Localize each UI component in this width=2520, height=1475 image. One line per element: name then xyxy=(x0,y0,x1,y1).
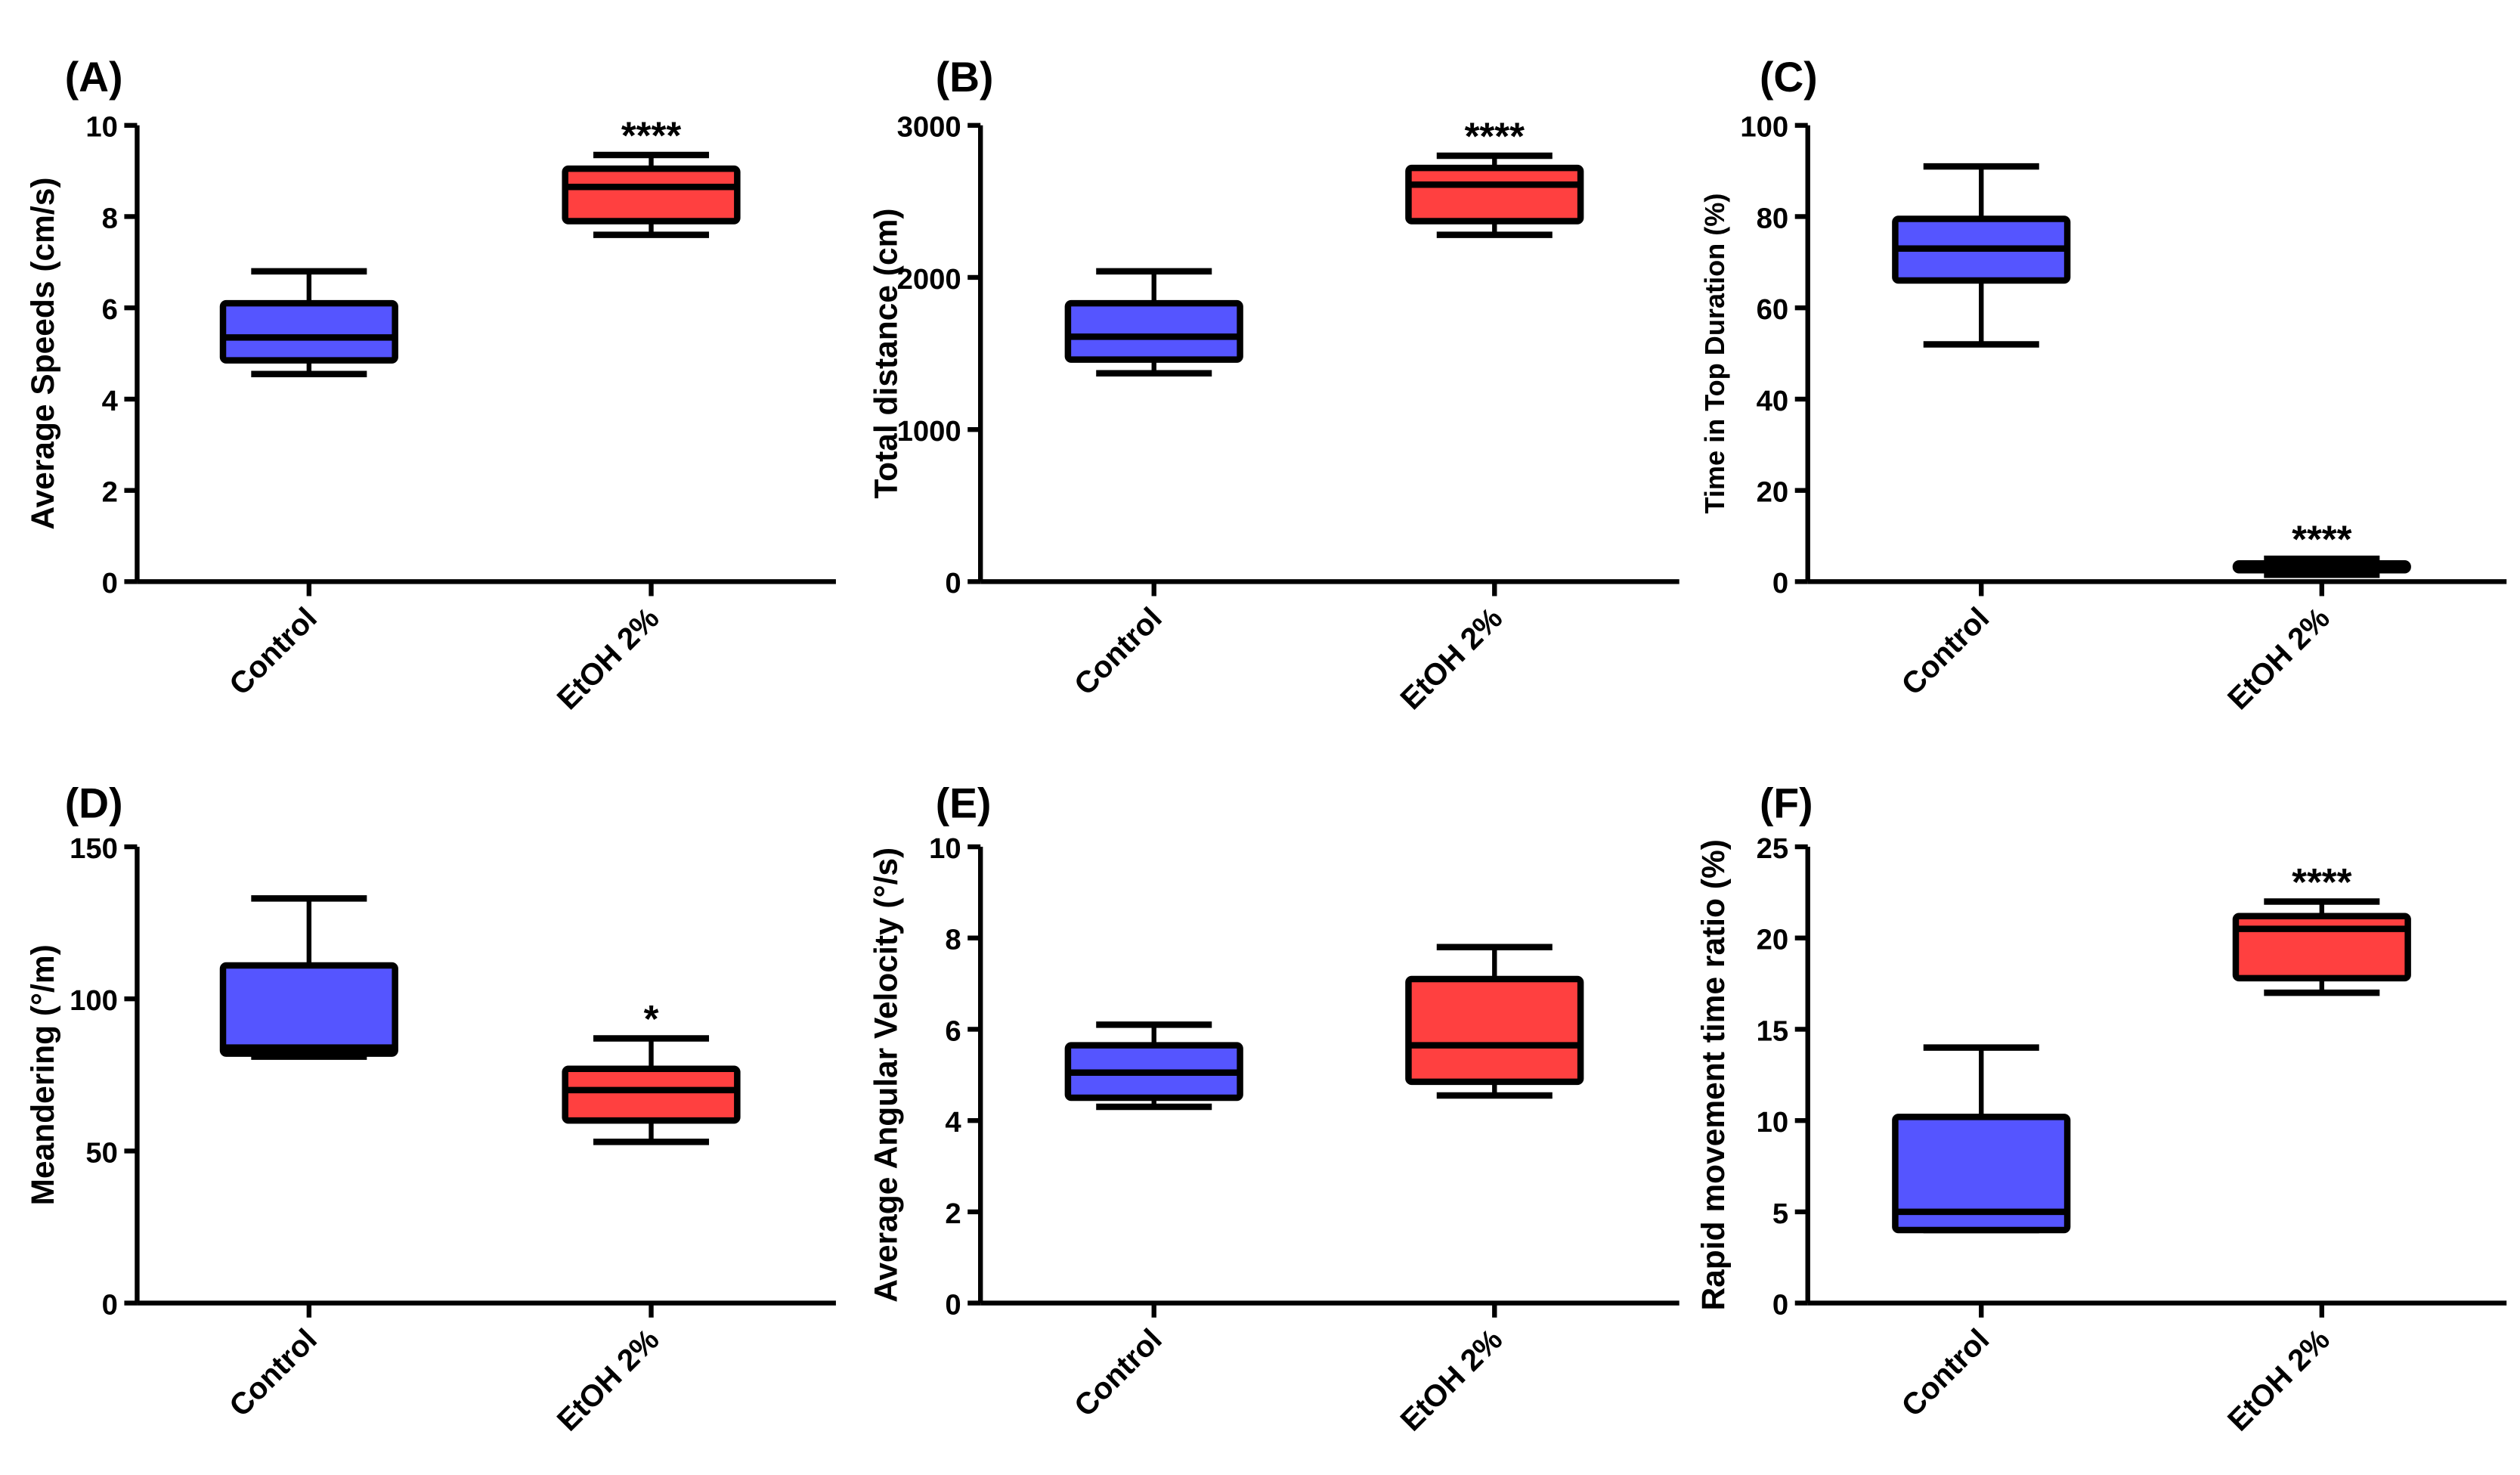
y-tick-label: 0 xyxy=(1772,1288,1788,1321)
significance-label: **** xyxy=(621,114,682,157)
y-tick-label: 0 xyxy=(945,1288,961,1321)
panel-label: (B) xyxy=(936,54,994,101)
panel-b: (B) 0 1000 2000 3000 Total distance (cm) Contr… xyxy=(869,54,1679,716)
iqr-box xyxy=(219,299,398,364)
panel-a: (A) 0 2 4 6 8 10 Average Speeds (cm/s) Control **… xyxy=(26,54,836,716)
panel-label: (F) xyxy=(1760,779,1813,826)
y-tick-label: 0 xyxy=(102,1288,118,1321)
iqr-box xyxy=(2232,913,2411,982)
y-tick-label: 20 xyxy=(1757,476,1789,509)
panel-label: (A) xyxy=(65,54,123,101)
box-control: Control xyxy=(219,268,398,702)
box-control: Control xyxy=(1892,1044,2071,1423)
x-tick-label: Control xyxy=(1067,1322,1169,1423)
x-tick-label: Control xyxy=(222,600,324,702)
iqr-box xyxy=(562,165,741,225)
panel-label: (E) xyxy=(936,779,992,826)
significance-label: * xyxy=(644,997,659,1040)
x-tick-label: EtOH 2% xyxy=(1393,600,1509,716)
y-axis-label: Average Angular Velocity (°/s) xyxy=(869,848,905,1303)
x-tick-label: Control xyxy=(1067,600,1169,702)
y-tick-label: 100 xyxy=(70,984,118,1017)
y-tick-label: 2 xyxy=(945,1198,961,1230)
box-etoh: **** EtOH 2% xyxy=(1393,115,1584,716)
box-etoh: * EtOH 2% xyxy=(550,997,741,1438)
y-tick-label: 4 xyxy=(945,1106,961,1139)
y-tick-label: 10 xyxy=(1757,1106,1789,1139)
y-tick-label: 150 xyxy=(70,832,118,865)
y-tick-label: 2 xyxy=(102,476,118,509)
iqr-box xyxy=(1405,164,1584,225)
x-tick-label: Control xyxy=(222,1322,324,1423)
box-control: Control xyxy=(1064,268,1243,702)
panel-label: (D) xyxy=(65,779,123,826)
box-etoh: **** EtOH 2% xyxy=(550,114,741,716)
y-tick-label: 60 xyxy=(1757,293,1789,326)
x-tick-label: EtOH 2% xyxy=(550,600,666,716)
iqr-box xyxy=(219,962,398,1057)
y-tick-label: 2000 xyxy=(897,263,961,296)
panel-c: (C) 0 20 40 60 80 100 Time in Top Duration (%) C… xyxy=(1699,54,2507,716)
y-tick-label: 0 xyxy=(945,567,961,600)
iqr-box xyxy=(1405,975,1584,1086)
significance-label: **** xyxy=(2292,518,2352,561)
panel-label: (C) xyxy=(1760,54,1818,101)
box-etoh: EtOH 2% xyxy=(1393,944,1584,1438)
y-axis-label: Time in Top Duration (%) xyxy=(1699,194,1730,514)
y-tick-label: 6 xyxy=(102,293,118,326)
panel-e: (E) 0 2 4 6 8 10 Average Angular Velocity (°/s)… xyxy=(869,779,1679,1438)
y-tick-label: 5 xyxy=(1772,1198,1788,1230)
y-tick-label: 8 xyxy=(945,924,961,956)
significance-label: **** xyxy=(1465,115,1525,158)
iqr-box xyxy=(1064,299,1243,363)
y-tick-label: 40 xyxy=(1757,385,1789,417)
significance-label: **** xyxy=(2292,860,2352,903)
y-tick-label: 20 xyxy=(1757,924,1789,956)
iqr-box xyxy=(562,1065,741,1124)
y-axis-label: Rapid movement time ratio (%) xyxy=(1696,839,1732,1310)
iqr-box xyxy=(1892,1114,2071,1234)
y-tick-label: 6 xyxy=(945,1015,961,1047)
y-axis-label: Total distance (cm) xyxy=(869,208,905,498)
y-axis-label: Meandering (°/m) xyxy=(26,944,61,1205)
y-tick-label: 50 xyxy=(85,1136,118,1169)
y-tick-label: 80 xyxy=(1757,202,1789,234)
y-tick-label: 15 xyxy=(1757,1015,1789,1047)
box-control: Control xyxy=(1892,163,2071,702)
box-etoh: **** EtOH 2% xyxy=(2221,518,2411,716)
x-tick-label: Control xyxy=(1894,1322,1995,1423)
box-control: Control xyxy=(1064,1021,1243,1423)
y-tick-label: 1000 xyxy=(897,415,961,448)
y-axis-label: Average Speeds (cm/s) xyxy=(26,177,61,529)
y-tick-label: 3000 xyxy=(897,111,961,144)
x-tick-label: EtOH 2% xyxy=(1393,1322,1509,1437)
y-tick-label: 8 xyxy=(102,202,118,234)
x-tick-label: EtOH 2% xyxy=(550,1322,666,1437)
x-tick-label: Control xyxy=(1894,600,1995,702)
panel-f: (F) 0 5 10 15 20 25 Rapid movement time ratio (… xyxy=(1696,779,2507,1438)
y-tick-label: 0 xyxy=(1772,567,1788,600)
box-control: Control xyxy=(219,895,398,1423)
panel-d: (D) 0 50 100 150 Meandering (°/m) Control * EtOH… xyxy=(26,779,836,1438)
y-tick-label: 100 xyxy=(1740,111,1788,144)
y-tick-label: 25 xyxy=(1757,832,1789,865)
y-tick-label: 10 xyxy=(929,832,961,865)
y-tick-label: 10 xyxy=(85,111,118,144)
x-tick-label: EtOH 2% xyxy=(2221,1322,2336,1437)
y-tick-label: 0 xyxy=(102,567,118,600)
x-tick-label: EtOH 2% xyxy=(2221,600,2336,716)
box-etoh: **** EtOH 2% xyxy=(2221,860,2411,1438)
y-tick-label: 4 xyxy=(102,385,119,417)
